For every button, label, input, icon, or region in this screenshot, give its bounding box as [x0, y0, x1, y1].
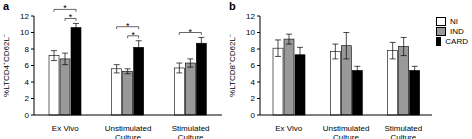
svg-text:*: * [69, 12, 73, 22]
svg-text:StimulatedCulture: StimulatedCulture [384, 124, 422, 139]
svg-text:Ex Vivo: Ex Vivo [52, 124, 80, 133]
svg-text:%LTCD4⁺CD62L⁻: %LTCD4⁺CD62L⁻ [2, 34, 11, 97]
svg-text:2: 2 [25, 94, 30, 103]
html-text:a: a [3, 0, 10, 12]
svg-text:StimulatedCulture: StimulatedCulture [172, 124, 210, 139]
html-text:b: b [229, 0, 236, 12]
svg-text:4: 4 [251, 78, 256, 87]
svg-text:12: 12 [20, 12, 29, 21]
svg-text:*: * [63, 3, 67, 13]
svg-text:6: 6 [25, 61, 30, 70]
svg-text:12: 12 [246, 12, 255, 21]
svg-text:8: 8 [251, 45, 256, 54]
svg-text:UnstimulatedCulture: UnstimulatedCulture [105, 124, 152, 139]
svg-text:10: 10 [246, 28, 255, 37]
svg-text:2: 2 [251, 94, 256, 103]
html-text:IND: IND [450, 26, 464, 36]
svg-text:*: * [189, 27, 193, 37]
svg-text:0: 0 [251, 111, 256, 120]
svg-text:*: * [131, 30, 135, 40]
svg-text:8: 8 [25, 45, 30, 54]
svg-text:10: 10 [20, 28, 29, 37]
html-text:NI: NI [450, 16, 458, 26]
svg-text:*: * [126, 21, 130, 31]
svg-text:Ex Vivo: Ex Vivo [275, 124, 303, 133]
svg-text:UnstimulatedCulture: UnstimulatedCulture [323, 124, 370, 139]
svg-text:0: 0 [25, 111, 30, 120]
svg-text:4: 4 [25, 78, 30, 87]
html-text:CARD: CARD [445, 36, 468, 46]
svg-text:%LTCD8⁺CD62L⁻: %LTCD8⁺CD62L⁻ [228, 34, 237, 97]
svg-text:6: 6 [251, 61, 256, 70]
